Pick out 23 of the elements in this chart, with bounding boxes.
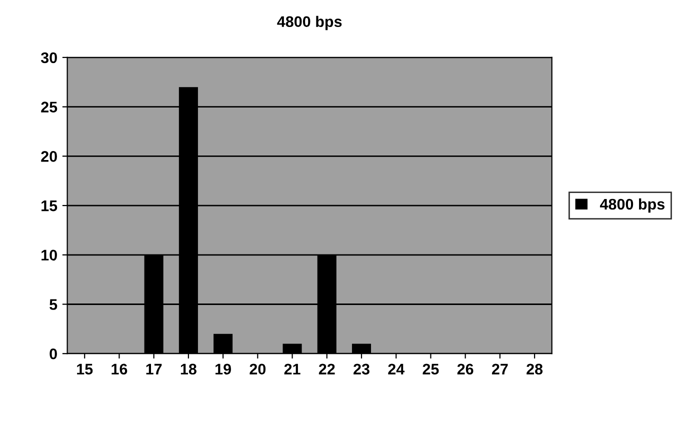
chart-title: 4800 bps (277, 16, 342, 30)
legend-label: 4800 bps (600, 198, 665, 213)
y-tick-label: 0 (50, 348, 57, 360)
x-tick-label: 20 (250, 364, 266, 375)
x-tick-label: 28 (526, 364, 543, 375)
y-tick-label: 10 (42, 250, 57, 261)
x-tick-label: 16 (112, 364, 128, 375)
x-tick-label: 25 (422, 364, 439, 375)
x-tick-label: 19 (216, 364, 231, 375)
x-tick-label: 21 (284, 364, 300, 374)
y-tick-label: 5 (50, 299, 58, 310)
x-tick-label: 26 (457, 364, 474, 375)
x-tick-label: 27 (492, 364, 508, 374)
y-tick-label: 20 (41, 151, 57, 162)
y-tick-label: 15 (42, 200, 58, 212)
x-tick-label: 18 (180, 364, 196, 375)
x-tick-label: 24 (388, 364, 405, 374)
x-tick-label: 22 (318, 364, 335, 374)
x-tick-label: 15 (77, 364, 93, 375)
y-tick-label: 30 (40, 52, 57, 64)
x-tick-label: 17 (146, 364, 162, 374)
x-tick-label: 23 (354, 364, 370, 375)
y-tick-label: 25 (41, 102, 58, 113)
